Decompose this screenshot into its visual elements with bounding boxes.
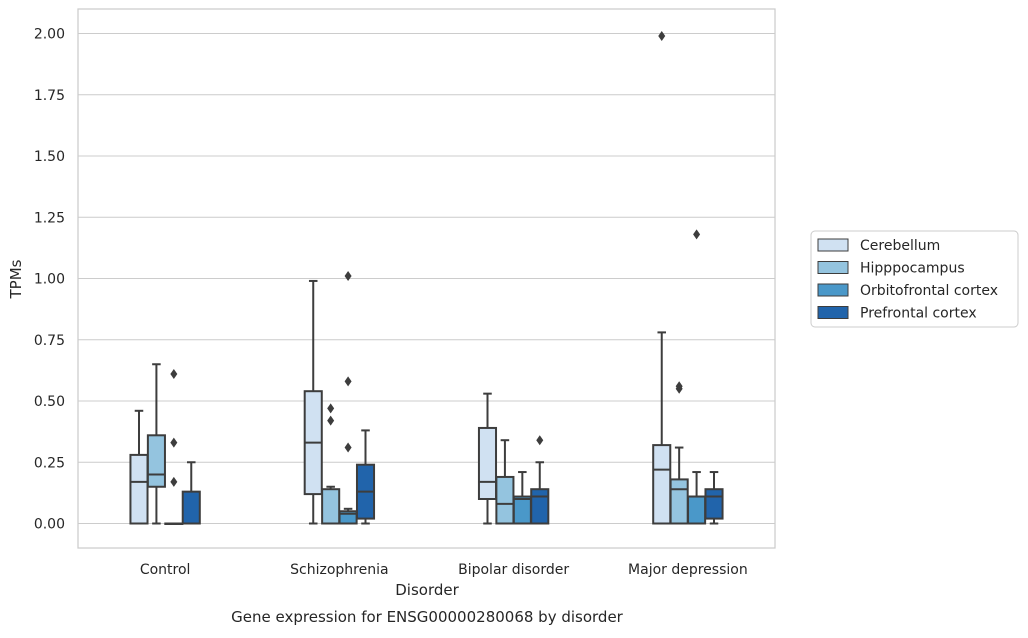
box-rect [530, 488, 550, 525]
y-tick-label: 0.75 [34, 333, 65, 349]
outlier-point [344, 442, 352, 453]
y-tick-label: 0.25 [34, 455, 65, 471]
box-group [652, 30, 672, 525]
box-group [355, 429, 376, 525]
box-rect [181, 490, 201, 525]
box-rect [704, 488, 724, 520]
legend-label: Orbitofrontal cortex [860, 283, 998, 299]
chart-caption: Gene expression for ENSG00000280068 by d… [231, 608, 624, 626]
box-rect [652, 444, 672, 525]
box-group [303, 279, 323, 525]
box-group [146, 363, 166, 525]
outlier-point [658, 30, 666, 41]
box-group [477, 392, 498, 525]
y-tick-label: 1.25 [34, 210, 65, 226]
legend-label: Hipppocampus [860, 261, 965, 277]
box-group [321, 403, 341, 525]
box-rect [129, 453, 149, 525]
box-rect [669, 478, 689, 525]
outlier-point [344, 376, 352, 387]
box-group [669, 381, 689, 525]
outlier-point [170, 476, 178, 487]
box-group [704, 471, 724, 525]
y-tick-label: 1.75 [34, 88, 65, 104]
y-tick-label: 2.00 [34, 27, 65, 43]
box-group [129, 409, 149, 525]
x-tick-label: Control [140, 562, 191, 578]
outlier-point [170, 369, 178, 380]
y-tick-label: 1.00 [34, 272, 65, 288]
box-group [181, 461, 201, 525]
box-rect [477, 426, 498, 501]
legend-label: Cerebellum [860, 238, 940, 254]
outlier-point [344, 271, 352, 282]
outlier-point [170, 437, 178, 448]
legend-swatch [817, 238, 849, 252]
box-rect [512, 495, 532, 525]
legend-swatch [817, 283, 849, 297]
legend-label: Prefrontal cortex [860, 306, 977, 322]
legend-item: Hipppocampus [817, 261, 965, 277]
box-rect [495, 475, 515, 525]
legend-swatch [817, 261, 849, 274]
legend-item: Cerebellum [817, 238, 940, 254]
box-layer [129, 30, 724, 525]
x-tick-labels: Control Schizophrenia Bipolar disorder Majo… [140, 562, 748, 578]
box-group [338, 271, 358, 525]
legend-item: Prefrontal cortex [817, 306, 977, 322]
legend-swatch [817, 306, 849, 319]
y-axis-label: TPMs [7, 259, 25, 299]
box-rect [146, 434, 166, 488]
legend: Cerebellum Hipppocampus Orbitofrontal cort… [810, 230, 1019, 328]
box-group [164, 369, 184, 525]
y-tick-labels: 0.00 0.25 0.50 0.75 1.00 1.25 1.50 1.75 2.00 [34, 27, 65, 533]
box-rect [321, 488, 341, 525]
box-group [495, 439, 515, 525]
box-group [512, 471, 532, 525]
box-group [530, 435, 550, 525]
box-rect [687, 495, 707, 525]
plot-frame [77, 8, 776, 549]
x-axis-label: Disorder [395, 581, 459, 599]
y-tick-label: 0.00 [34, 517, 65, 533]
x-tick-label: Major depression [628, 562, 748, 578]
legend-frame [810, 230, 1019, 328]
x-tick-label: Schizophrenia [290, 562, 388, 578]
outlier-point [327, 403, 335, 414]
y-tick-label: 1.50 [34, 149, 65, 165]
y-tick-label: 0.50 [34, 394, 65, 410]
outlier-point [675, 381, 683, 392]
outlier-point [536, 435, 544, 446]
legend-item: Orbitofrontal cortex [817, 283, 998, 299]
outlier-point [693, 229, 701, 240]
x-tick-label: Bipolar disorder [458, 562, 569, 578]
outlier-point [327, 415, 335, 426]
box-group [687, 229, 707, 525]
